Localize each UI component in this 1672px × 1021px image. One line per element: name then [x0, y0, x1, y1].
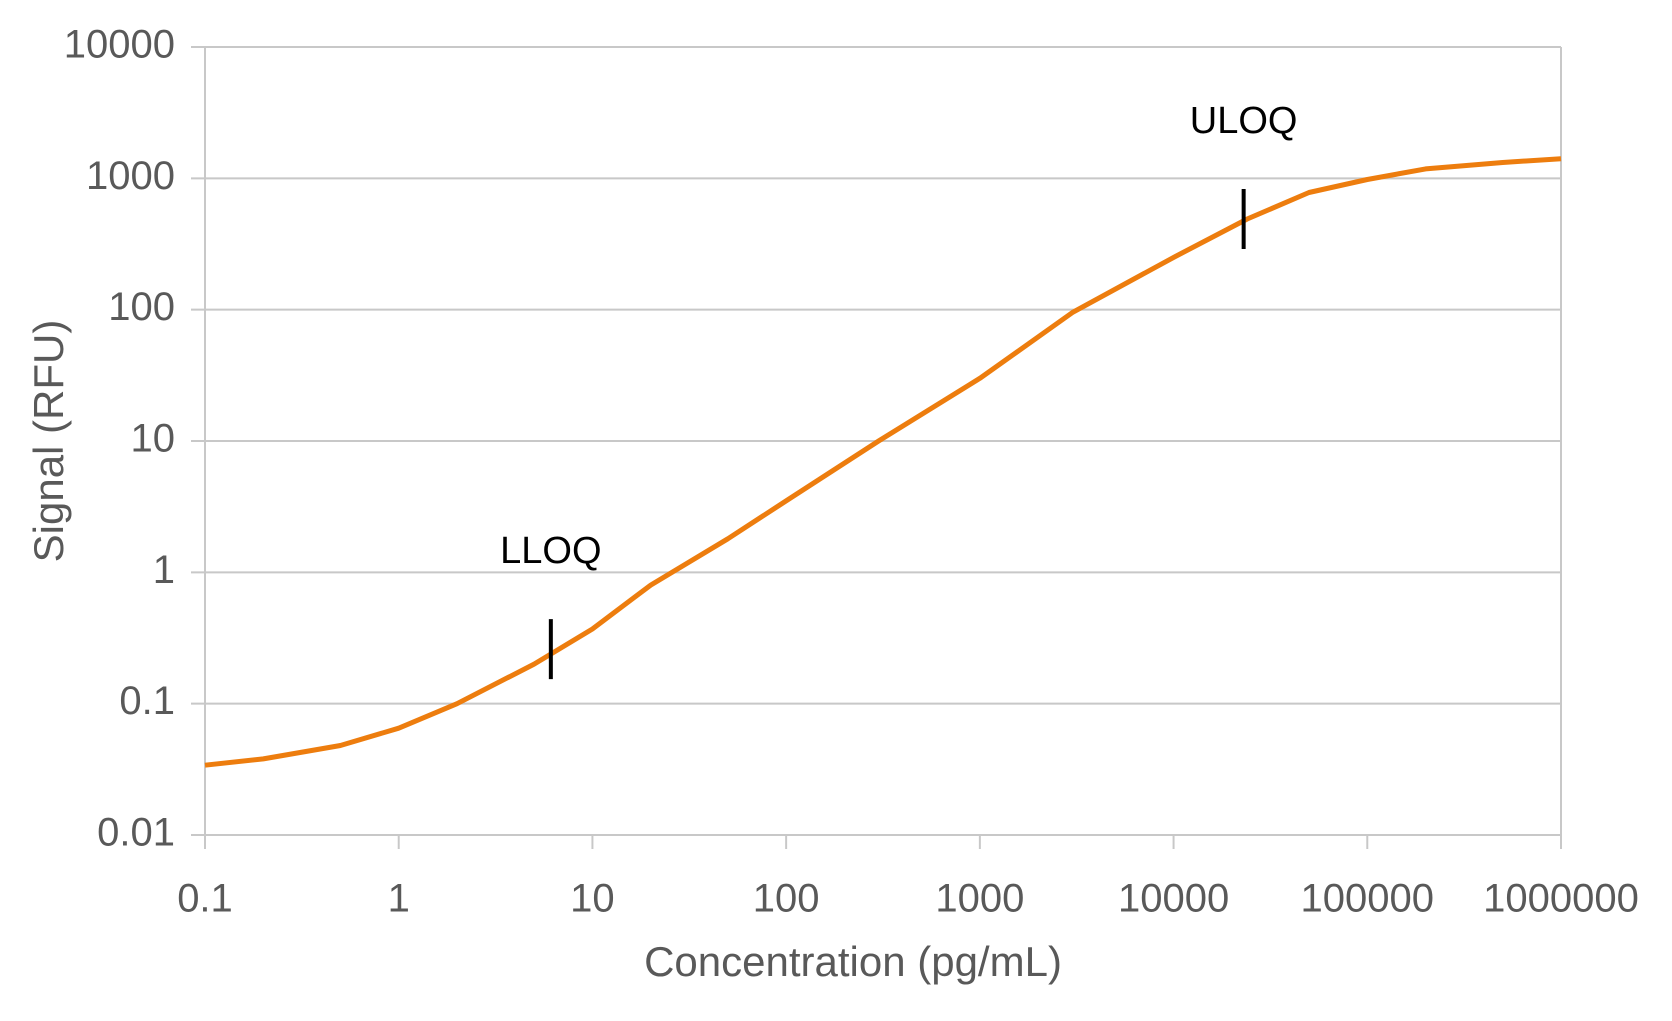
- annotation: LLOQ: [500, 530, 601, 572]
- y-tick-label: 1000: [86, 154, 175, 198]
- x-tick-label: 1000: [935, 877, 1024, 921]
- y-tick-label: 0.1: [119, 679, 175, 723]
- x-tick-label: 0.1: [177, 877, 233, 921]
- x-tick-label: 1000000: [1483, 877, 1639, 921]
- x-tick-label: 100000: [1301, 877, 1434, 921]
- y-tick-label: 10000: [64, 23, 175, 67]
- x-tick-label: 100: [753, 877, 820, 921]
- y-tick-label: 100: [108, 285, 175, 329]
- y-axis-title: Signal (RFU): [25, 320, 72, 563]
- y-tick-label: 10: [131, 417, 176, 461]
- y-tick-label: 0.01: [97, 811, 175, 855]
- annotation: ULOQ: [1190, 100, 1298, 142]
- curve: [204, 156, 1562, 768]
- x-tick-label: 1: [388, 877, 410, 921]
- x-tick-label: 10: [570, 877, 615, 921]
- y-tick-label: 1: [153, 548, 175, 592]
- x-axis-title: Concentration (pg/mL): [644, 938, 1062, 985]
- x-tick-label: 10000: [1118, 877, 1229, 921]
